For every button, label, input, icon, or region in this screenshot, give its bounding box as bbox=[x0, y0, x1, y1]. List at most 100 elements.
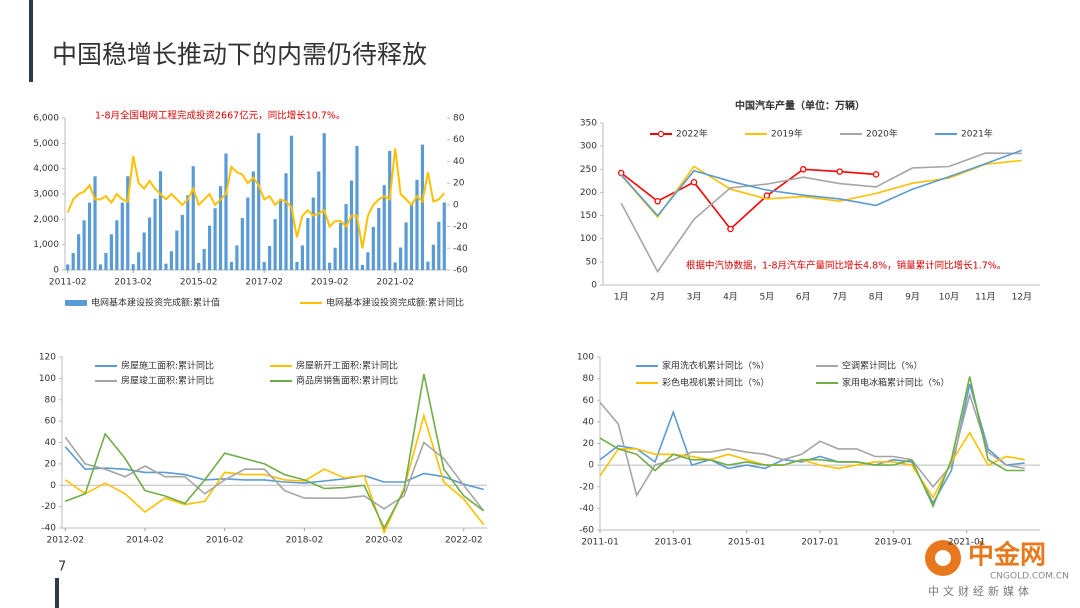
bar bbox=[93, 176, 97, 270]
bar bbox=[415, 179, 419, 270]
bar bbox=[137, 252, 141, 270]
x-tick-label: 2015-01 bbox=[728, 538, 766, 548]
y2-tick-label: -20 bbox=[453, 222, 468, 232]
bar bbox=[349, 180, 354, 270]
bar bbox=[273, 219, 277, 270]
bar bbox=[399, 247, 403, 270]
y2-tick-label: 60 bbox=[453, 135, 465, 145]
point bbox=[872, 171, 880, 178]
x-tick-label: 2022-02 bbox=[445, 536, 483, 546]
bar bbox=[284, 173, 288, 270]
bar bbox=[224, 153, 228, 270]
bar bbox=[191, 166, 195, 270]
slide-title: 中国稳增长推动下的内需仍待释放 bbox=[52, 40, 427, 69]
logo-inner bbox=[935, 550, 951, 566]
bar bbox=[251, 171, 255, 270]
bar bbox=[300, 245, 304, 270]
bar bbox=[104, 253, 108, 270]
bar bbox=[164, 263, 168, 270]
legend-label: 2022年 bbox=[676, 128, 708, 140]
bar bbox=[426, 261, 430, 270]
legend-label: 空调累计同比（%） bbox=[842, 360, 923, 372]
bar bbox=[404, 222, 408, 270]
bar bbox=[109, 234, 113, 270]
bar bbox=[317, 171, 321, 270]
page-bar bbox=[55, 578, 59, 608]
bar bbox=[66, 264, 70, 270]
bar bbox=[409, 203, 414, 270]
y2-tick-label: 0 bbox=[453, 200, 459, 210]
legend-label: 电网基本建设投资完成额:累计值 bbox=[91, 297, 220, 309]
x-tick-label: 2011-02 bbox=[49, 278, 87, 288]
bar bbox=[240, 218, 244, 270]
y-tick-label: 1,000 bbox=[33, 240, 59, 250]
series-line bbox=[620, 168, 877, 231]
legend-label: 家用洗衣机累计同比（%） bbox=[662, 360, 770, 372]
bar bbox=[202, 248, 206, 270]
x-tick-label: 8月 bbox=[869, 292, 884, 303]
y-tick-label: 300 bbox=[580, 142, 597, 152]
bar bbox=[87, 202, 92, 270]
y-tick-label: -60 bbox=[579, 526, 594, 536]
legend-label: 2021年 bbox=[961, 128, 993, 140]
bar bbox=[371, 226, 375, 270]
x-tick-label: 2019-02 bbox=[311, 278, 349, 288]
legend-label: 房屋施工面积:累计同比 bbox=[121, 360, 214, 372]
bar bbox=[186, 195, 190, 270]
bar bbox=[98, 264, 103, 270]
bar bbox=[218, 186, 223, 270]
annotation: 根据中汽协数据，1-8月汽车产量同比增长4.8%，销量累计同比增长1.7%。 bbox=[686, 260, 1006, 272]
y-tick-label: 6,000 bbox=[33, 114, 59, 124]
bar bbox=[431, 244, 435, 270]
series-line bbox=[64, 446, 484, 491]
x-tick-label: 2019-01 bbox=[875, 538, 913, 548]
y-tick-label: 2,000 bbox=[33, 215, 59, 225]
bar bbox=[131, 264, 135, 270]
bar bbox=[295, 261, 299, 270]
bar bbox=[235, 245, 239, 270]
series-line bbox=[64, 436, 485, 512]
y-tick-label: -40 bbox=[41, 524, 56, 534]
y-tick-label: 350 bbox=[580, 119, 597, 129]
bar bbox=[197, 262, 201, 270]
bar bbox=[153, 198, 157, 270]
bar bbox=[289, 135, 294, 270]
series-line bbox=[599, 391, 1025, 498]
point bbox=[800, 166, 807, 173]
x-tick-label: 2012-02 bbox=[47, 536, 85, 546]
series-line bbox=[65, 373, 485, 530]
x-tick-label: 2015-02 bbox=[180, 278, 218, 288]
bar bbox=[377, 207, 381, 270]
bar bbox=[213, 208, 217, 270]
y-tick-label: 40 bbox=[45, 438, 57, 448]
bar bbox=[262, 261, 266, 270]
y-tick-label: -20 bbox=[579, 482, 594, 492]
page-number: 7 bbox=[58, 560, 66, 575]
bar bbox=[147, 217, 152, 270]
x-tick-label: 2014-02 bbox=[126, 536, 164, 546]
y-tick-label: 3,000 bbox=[33, 190, 59, 200]
bar bbox=[229, 261, 234, 270]
y-tick-label: 20 bbox=[45, 459, 57, 469]
x-tick-label: 5月 bbox=[760, 292, 775, 303]
bar bbox=[393, 262, 397, 270]
bar bbox=[268, 245, 272, 270]
x-tick-label: 2017-02 bbox=[245, 278, 283, 288]
bar bbox=[208, 225, 212, 270]
annotation: 1-8月全国电网工程完成投资2667亿元，同比增长10.7%。 bbox=[95, 110, 345, 122]
y-tick-label: 60 bbox=[45, 417, 57, 427]
bar bbox=[388, 150, 392, 270]
bar bbox=[142, 232, 146, 270]
bar bbox=[120, 202, 124, 270]
y2-tick-label: -60 bbox=[453, 266, 468, 276]
bar bbox=[77, 234, 81, 270]
legend-label: 商品房销售面积:累计同比 bbox=[296, 375, 398, 387]
y-tick-label: -40 bbox=[579, 504, 594, 514]
bar bbox=[338, 222, 343, 270]
legend-label: 2019年 bbox=[771, 128, 803, 140]
bar bbox=[175, 230, 179, 270]
x-tick-label: 2013-02 bbox=[114, 278, 152, 288]
legend-label: 房屋新开工面积:累计同比 bbox=[296, 360, 398, 372]
point bbox=[727, 225, 734, 233]
series-line bbox=[620, 149, 1023, 217]
